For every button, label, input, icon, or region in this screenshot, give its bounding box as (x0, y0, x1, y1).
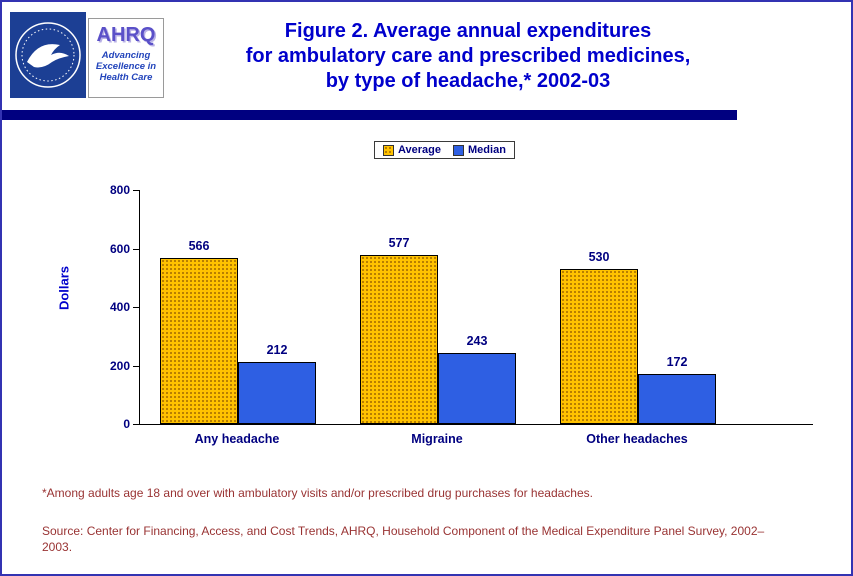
bar-median-migraine (438, 353, 516, 424)
y-axis-tick-marks (133, 190, 139, 426)
ahrq-tagline: Advancing Excellence in Health Care (89, 50, 163, 83)
ahrq-logo-text: AHRQ (96, 24, 156, 46)
figure-title-line: for ambulatory care and prescribed medic… (245, 45, 691, 67)
bar-column: 243 (438, 190, 516, 424)
bar-group-3: 530 172 (560, 190, 716, 424)
bar-value-label: 566 (188, 239, 210, 253)
bar-value-label: 577 (388, 236, 410, 250)
ahrq-logo: AHRQ Advancing Excellence in Health Care (88, 18, 164, 98)
bar-value-label: 530 (588, 250, 610, 264)
legend-label-median: Median (468, 144, 506, 156)
legend-label-average: Average (398, 144, 442, 156)
ahrq-tagline-line: Health Care (99, 72, 153, 83)
bar-median-any-headache (238, 362, 316, 424)
header-divider (2, 110, 737, 120)
legend-item-median: Median (453, 144, 506, 156)
y-axis-title: Dollars (56, 265, 72, 311)
x-axis-category-label: Other headaches (586, 432, 688, 446)
plot-area: 566 212 577 243 530 172 (139, 190, 813, 425)
legend-item-average: Average (383, 144, 441, 156)
y-axis-tick (133, 248, 139, 250)
bar-average-any-headache (160, 258, 238, 424)
bar-value-label: 212 (266, 343, 288, 357)
bar-column: 530 (560, 190, 638, 424)
hhs-logo (10, 12, 86, 98)
figure-title-line: Figure 2. Average annual expenditures (284, 20, 652, 42)
legend-swatch-average (383, 144, 394, 156)
source-note: Source: Center for Financing, Access, an… (42, 524, 765, 554)
bar-group-1: 566 212 (160, 190, 316, 424)
figure-title: Figure 2. Average annual expenditures fo… (170, 19, 766, 94)
y-axis-tick-label: 600 (109, 241, 130, 256)
x-axis-labels: Any headache Migraine Other headaches (139, 432, 812, 452)
chart-legend: Average Median (374, 141, 515, 159)
bar-average-migraine (360, 255, 438, 424)
bar-value-label: 172 (666, 355, 688, 369)
y-axis-tick (133, 424, 139, 425)
bar-column: 566 (160, 190, 238, 424)
y-axis-tick-label: 800 (109, 183, 130, 197)
legend-swatch-median (453, 144, 465, 156)
x-axis-category-label: Any headache (194, 432, 280, 446)
y-axis-tick-label: 200 (109, 358, 130, 373)
ahrq-tagline-line: Excellence in (95, 61, 157, 72)
bar-column: 577 (360, 190, 438, 424)
ahrq-tagline-line: Advancing (101, 50, 151, 61)
bar-value-label: 243 (466, 334, 488, 348)
bar-column: 172 (638, 190, 716, 424)
x-axis-category-label: Migraine (411, 432, 463, 446)
footnote: *Among adults age 18 and over with ambul… (42, 486, 593, 500)
bar-column: 212 (238, 190, 316, 424)
bar-average-other-headaches (560, 269, 638, 424)
y-axis-tick-label: 0 (123, 417, 130, 431)
y-axis-tick-label: 400 (109, 300, 130, 314)
y-axis-tick-labels: 0 200 400 600 800 (90, 183, 130, 431)
y-axis-tick (133, 190, 139, 191)
bar-group-2: 577 243 (360, 190, 516, 424)
bar-median-other-headaches (638, 374, 716, 424)
figure-title-line: by type of headache,* 2002-03 (325, 70, 611, 92)
y-axis-tick (133, 365, 139, 367)
y-axis-tick (133, 307, 139, 308)
hhs-seal-icon (10, 12, 86, 98)
